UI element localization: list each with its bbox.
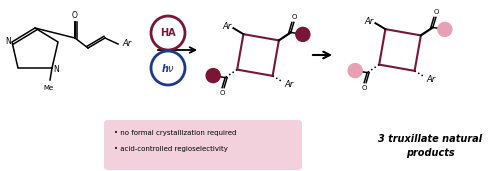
Text: O: O <box>72 10 78 19</box>
Circle shape <box>206 69 220 83</box>
Text: 3 truxillate natural: 3 truxillate natural <box>378 134 482 144</box>
Text: • no formal crystallization required: • no formal crystallization required <box>114 130 236 136</box>
Text: Ar: Ar <box>365 17 374 26</box>
FancyBboxPatch shape <box>104 120 302 170</box>
Text: Ar: Ar <box>223 22 232 31</box>
Text: N: N <box>53 64 59 74</box>
Text: • acid-controlled regioselectivity: • acid-controlled regioselectivity <box>114 146 228 152</box>
Text: h$\nu$: h$\nu$ <box>161 62 175 74</box>
Text: O: O <box>362 85 367 91</box>
Text: products: products <box>406 148 454 158</box>
Text: O: O <box>291 14 296 20</box>
Text: Ar: Ar <box>122 40 131 49</box>
Circle shape <box>438 22 452 36</box>
Text: O: O <box>433 9 438 15</box>
Text: Ar: Ar <box>426 75 435 84</box>
Text: HA: HA <box>160 28 176 38</box>
Circle shape <box>296 27 310 41</box>
Text: Ar: Ar <box>284 80 293 89</box>
Text: O: O <box>220 90 225 96</box>
Circle shape <box>348 64 362 78</box>
Text: N: N <box>5 37 11 47</box>
Text: Me: Me <box>44 85 54 91</box>
